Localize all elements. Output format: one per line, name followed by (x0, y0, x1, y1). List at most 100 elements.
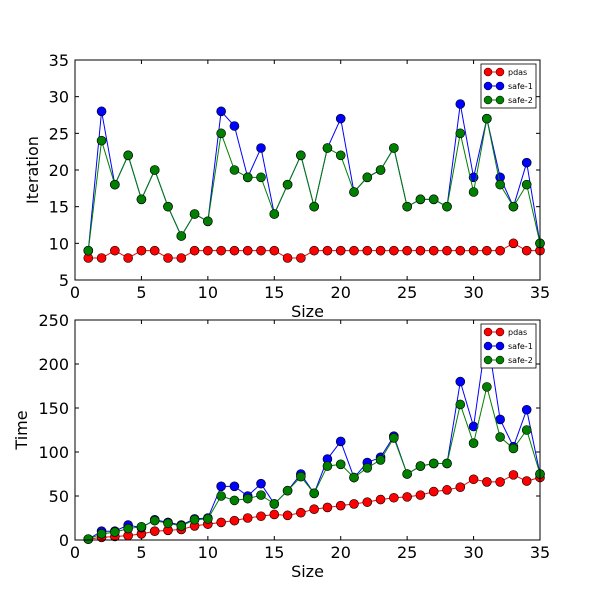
data-point-safe-2 (216, 128, 226, 139)
x-tick-label: 25 (397, 543, 417, 562)
data-point-safe-2 (309, 201, 319, 212)
data-point-safe-2 (189, 514, 200, 525)
data-point-safe-2 (149, 165, 160, 175)
data-point-safe-2 (428, 194, 439, 205)
data-point-safe-2 (335, 150, 346, 161)
data-point-safe-2 (482, 382, 492, 392)
data-point-safe-2 (428, 458, 439, 469)
data-point-safe-2 (203, 216, 213, 227)
y-tick-label: 150 (38, 399, 69, 418)
data-point-pdas (349, 499, 359, 509)
y-tick-label: 25 (49, 124, 69, 143)
chart-panel-2: 0 5 10 15 20 25 30 35 0 50 100 150 200 250 Size Time pda… (12, 311, 550, 581)
data-point-pdas (495, 245, 505, 256)
data-point-pdas (322, 502, 333, 513)
data-point-safe-2 (110, 179, 120, 190)
data-point-safe-2 (282, 179, 293, 190)
y-tick-label: 0 (59, 531, 69, 550)
data-point-safe-2 (349, 187, 359, 197)
data-point-pdas (468, 474, 479, 485)
data-point-pdas (216, 517, 226, 528)
x-tick-label: 0 (70, 283, 80, 302)
y-tick-label: 30 (49, 88, 69, 107)
legend-marker-pdas (483, 67, 493, 77)
data-point-safe-2 (136, 521, 147, 532)
data-point-safe-1 (468, 421, 479, 432)
data-point-pdas (242, 513, 253, 523)
data-point-pdas (508, 470, 519, 480)
data-point-safe-2 (83, 245, 94, 256)
data-point-safe-2 (455, 128, 466, 139)
series-pdas (83, 238, 545, 263)
data-point-safe-2 (256, 172, 266, 183)
data-point-safe-2 (468, 187, 479, 197)
data-point-pdas (508, 238, 519, 249)
data-point-pdas (428, 245, 439, 256)
data-point-safe-2 (402, 201, 412, 212)
data-point-safe-2 (508, 201, 519, 212)
data-point-pdas (375, 494, 386, 505)
data-point-pdas (149, 245, 160, 256)
plot-frame (74, 59, 541, 281)
y-tick-label: 50 (49, 487, 69, 506)
data-point-safe-2 (203, 514, 213, 524)
x-tick-label: 15 (264, 543, 284, 562)
data-point-pdas (362, 497, 373, 507)
data-point-safe-2 (176, 521, 187, 531)
data-point-pdas (296, 253, 306, 263)
data-point-safe-2 (389, 143, 399, 153)
y-tick-label: 35 (49, 51, 69, 70)
data-point-pdas (123, 253, 133, 263)
y-tick-label: 100 (38, 443, 69, 462)
data-point-safe-2 (149, 515, 160, 526)
y-axis-label: Time (12, 410, 31, 450)
legend-label-pdas: pdas (508, 68, 527, 77)
data-point-pdas (415, 490, 426, 500)
y-tick-label: 250 (38, 311, 69, 330)
data-point-safe-2 (96, 135, 107, 146)
x-tick-label: 0 (70, 543, 80, 562)
data-point-safe-1 (335, 436, 346, 447)
data-point-pdas (349, 245, 359, 256)
data-point-safe-2 (402, 469, 412, 479)
y-axis-label: Iteration (23, 136, 42, 204)
x-tick-label: 10 (198, 283, 218, 302)
data-point-pdas (110, 245, 120, 256)
legend-marker-safe-2 (483, 355, 493, 365)
data-point-pdas (309, 504, 319, 515)
legend-label-safe-1: safe-1 (508, 342, 533, 351)
legend-marker-safe-1 (483, 341, 493, 351)
data-point-safe-2 (335, 459, 346, 470)
data-point-safe-2 (296, 471, 306, 482)
data-point-pdas (203, 245, 213, 256)
data-point-safe-2 (442, 458, 452, 469)
data-point-pdas (389, 245, 399, 256)
data-point-safe-2 (296, 150, 306, 161)
data-point-pdas (389, 492, 399, 503)
x-tick-label: 20 (331, 543, 351, 562)
legend: pdas safe-1 safe-2 (480, 323, 537, 369)
data-point-pdas (322, 245, 333, 256)
data-point-safe-2 (269, 499, 280, 509)
data-point-safe-2 (163, 518, 173, 529)
plot-frame (74, 319, 541, 541)
data-point-pdas (136, 245, 147, 256)
data-point-safe-1 (521, 404, 532, 415)
data-point-pdas (482, 477, 492, 487)
data-point-safe-1 (335, 113, 346, 124)
data-point-pdas (521, 245, 532, 256)
data-point-safe-2 (309, 488, 319, 499)
legend-label-safe-2: safe-2 (508, 356, 533, 365)
legend-marker-safe-2 (495, 95, 505, 105)
data-point-safe-2 (176, 231, 187, 241)
legend: pdas safe-1 safe-2 (480, 63, 537, 109)
x-tick-label: 25 (397, 283, 417, 302)
data-point-pdas (455, 482, 466, 493)
data-point-pdas (216, 245, 226, 256)
data-point-safe-2 (322, 143, 333, 153)
legend-marker-pdas (483, 327, 493, 337)
legend-marker-safe-2 (495, 355, 505, 365)
data-point-safe-2 (521, 179, 532, 190)
data-point-safe-2 (216, 491, 226, 501)
legend-marker-pdas (495, 327, 505, 337)
